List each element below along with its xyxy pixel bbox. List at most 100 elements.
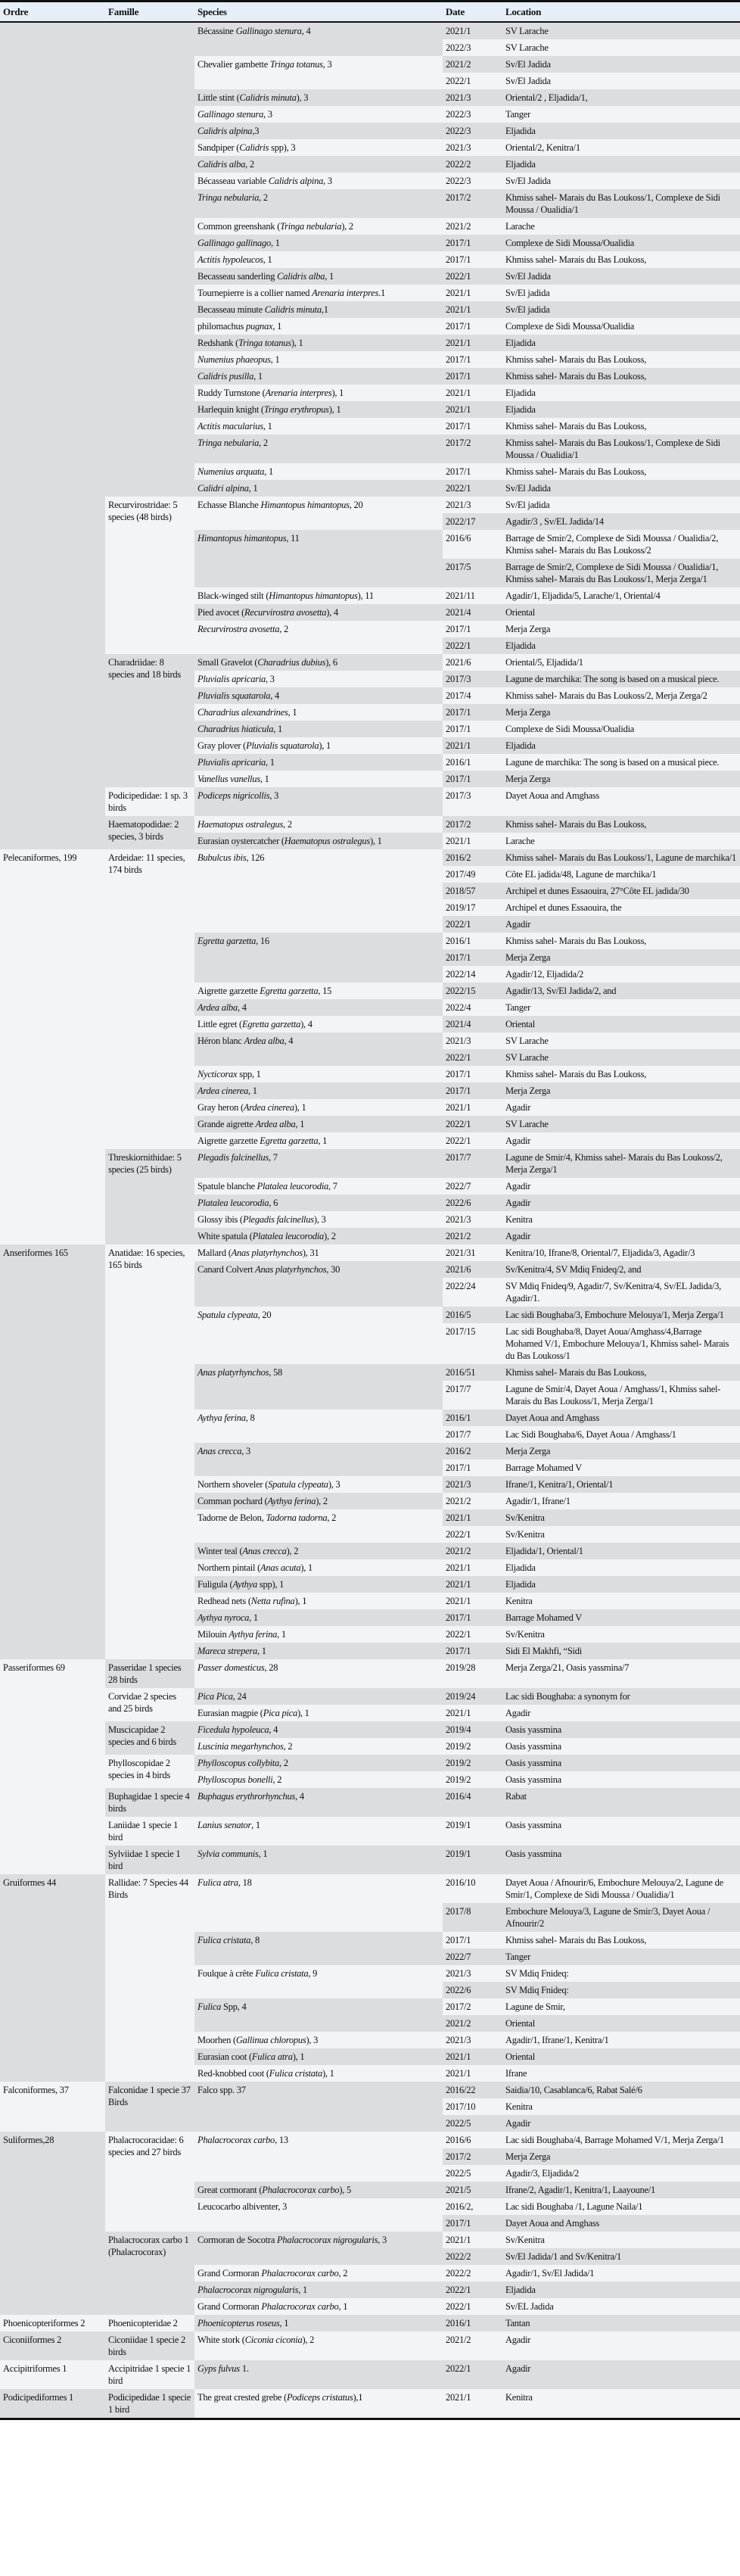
scientific-name: Gallinago gallinago — [197, 238, 271, 248]
date-cell: 2017/1 — [443, 1609, 502, 1626]
header-famille: Famille — [105, 1, 194, 23]
location-cell: Kenitra/10, Ifrane/8, Oriental/7, Eljadi… — [502, 1244, 740, 1261]
location-cell: Kenitra — [502, 1211, 740, 1228]
table-row: Bécassine Gallinago stenura, 4 2021/1 SV L… — [0, 22, 740, 849]
location-cell: Khmiss sahel- Marais du Bas Loukoss, — [502, 251, 740, 268]
scientific-name: Pica Pica — [197, 1691, 233, 1702]
date-cell: 2021/1 — [443, 1559, 502, 1576]
species-cell: Phylloscopus collybita, 2 — [194, 1755, 443, 1771]
location-cell: Oasis yassmina — [502, 1755, 740, 1771]
table-row: Anas platyrhynchos, 58 2016/51 Khmiss sahe… — [0, 1364, 740, 1409]
date-cell: 2017/2 — [443, 816, 502, 833]
species-cell: Redhead nets (Netta rufina), 1 — [194, 1593, 443, 1609]
scientific-name: Gallinago stenura — [235, 26, 302, 36]
famille-cell: Ardeidae: 11 species, 174 birds — [105, 849, 194, 1149]
table-row: Great cormorant (Phalacrocorax carbo), 5… — [0, 2182, 740, 2198]
location-cell: Sv/Kenitra — [502, 1526, 740, 1543]
scientific-name: Phalacrocorax nigrogularis — [197, 2285, 299, 2295]
species-cell: Northern shoveler (Spatula clypeata), 3 — [194, 1476, 443, 1493]
species-cell: Anas crecca, 3 — [194, 1443, 443, 1476]
date-cell: 2022/6 — [443, 1195, 502, 1211]
table-row: Haematopodidae: 2 species, 3 birds Haemat… — [0, 816, 740, 849]
table-row: 2022/17 Agadir/3 , Sv/EL Jadida/14 — [0, 513, 740, 530]
date-cell: 2021/6 — [443, 654, 502, 671]
date-cell: 2021/1 — [443, 385, 502, 401]
table-row: Comman pochard (Aythya ferina), 2 2021/2 A… — [0, 1493, 740, 1509]
table-row: Northern pintail (Anas acuta), 1 2021/1 El… — [0, 1559, 740, 1576]
location-cell: Khmiss sahel- Marais du Bas Loukoss, — [502, 1066, 740, 1082]
scientific-name: Aythya ferina — [267, 1496, 316, 1506]
date-cell: 2016/2 — [443, 849, 502, 866]
location-cell: Sv/EL Jadida — [502, 2298, 740, 2315]
date-cell: 2019/28 — [443, 1659, 502, 1688]
scientific-name: Podiceps cristatus — [286, 2392, 353, 2403]
species-cell: Falco spp. 37 — [194, 2082, 443, 2132]
location-cell: Khmiss sahel- Marais du Bas Loukoss, — [502, 463, 740, 480]
table-row: Numenius arquata, 1 2017/1 Khmiss sahel- M… — [0, 463, 740, 480]
location-cell: Agadir/3 , Sv/EL Jadida/14 — [502, 513, 740, 530]
location-cell: Sv/El jadida — [502, 301, 740, 318]
ordre-cell: Phoenicopteriformes 2 — [0, 2315, 105, 2331]
table-row: Mareca strepera, 1 2017/1 Sidi El Makhfi, … — [0, 1643, 740, 1659]
scientific-name: Tringa erythropus — [263, 404, 329, 415]
ordre-cell: Accipitriformes 1 — [0, 2360, 105, 2389]
species-cell: Winter teal (Anas crecca), 2 — [194, 1543, 443, 1559]
table-row: Actitis macularius, 1 2017/1 Khmiss sahel-… — [0, 418, 740, 435]
scientific-name: Anas crecca — [197, 1446, 242, 1456]
table-row: 2022/14 Agadir/12, Eljadida/2 — [0, 966, 740, 983]
date-cell: 2019/2 — [443, 1771, 502, 1788]
species-cell: Spatule blanche Platalea leucorodia, 7 — [194, 1178, 443, 1195]
date-cell: 2021/1 — [443, 335, 502, 351]
scientific-name: Podiceps nigricollis — [197, 790, 270, 801]
famille-cell: Buphagidae 1 specie 4 birds — [105, 1788, 194, 1817]
table-row: Fulica cristata, 8 2017/1 Khmiss sahel- Ma… — [0, 1932, 740, 1965]
scientific-name: Plegadis falcinellus — [242, 1214, 314, 1225]
table-row: Redshank (Tringa totanus), 1 2021/1 Eljadi… — [0, 335, 740, 351]
location-cell: Agadir — [502, 1705, 740, 1721]
location-cell: Agadir — [502, 2360, 740, 2389]
location-cell: Khmiss sahel- Marais du Bas Loukoss, — [502, 351, 740, 368]
table-row: 2022/2 Sv/El Jadida/1 and Sv/Kenitra/1 — [0, 2248, 740, 2265]
species-cell: Grande aigrette Ardea alba, 1 — [194, 1116, 443, 1132]
date-cell: 2022/15 — [443, 983, 502, 999]
table-row: 2022/1 Agadir — [0, 916, 740, 933]
location-cell: Agadir — [502, 2115, 740, 2132]
date-cell: 2022/1 — [443, 1049, 502, 1066]
table-row: Red-knobbed coot (Fulica cristata), 1 202… — [0, 2065, 740, 2082]
scientific-name: pugnax — [246, 321, 273, 332]
scientific-name: Charadrius alexandrines — [197, 707, 288, 718]
location-cell: Agadir/3, Eljadida/2 — [502, 2165, 740, 2182]
date-cell: 2021/2 — [443, 1543, 502, 1559]
location-cell: Lac sidi Boughaba /1, Lagune Naila/1 — [502, 2198, 740, 2215]
table-row: Black-winged stilt (Himantopus himantopu… — [0, 587, 740, 604]
famille-cell: Phalacrocorax carbo 1 (Phalacrocorax) — [105, 2232, 194, 2315]
ordre-cell: Anseriformes 165 — [0, 1244, 105, 1659]
ordre-cell: Podicipediformes 1 — [0, 2389, 105, 2419]
date-cell: 2022/14 — [443, 966, 502, 983]
scientific-name: Ardea cinerea — [197, 1086, 248, 1096]
date-cell: 2022/2 — [443, 156, 502, 173]
famille-cell: Sylviidae 1 specie 1 bird — [105, 1846, 194, 1874]
scientific-name: Tringa nebularia — [197, 438, 260, 448]
location-cell: Kenitra — [502, 2389, 740, 2419]
species-cell: Northern pintail (Anas acuta), 1 — [194, 1559, 443, 1576]
date-cell: 2022/1 — [443, 2282, 502, 2298]
scientific-name: Phalacrocorax carbo — [261, 2301, 339, 2312]
species-cell: Tadorne de Belon, Tadorna tadorna, 2 — [194, 1509, 443, 1543]
location-cell: Eljadida — [502, 335, 740, 351]
scientific-name: Recurvirostra avosetta — [244, 607, 327, 618]
scientific-name: Anas platyrhynchos — [197, 1367, 269, 1378]
species-cell: Fulica atra, 18 — [194, 1874, 443, 1932]
date-cell: 2022/1 — [443, 2298, 502, 2315]
species-cell: Moorhen (Gallinua chloropus), 3 — [194, 2032, 443, 2048]
location-cell: Larache — [502, 833, 740, 849]
species-cell: Becasseau sanderling Calidris alba, 1 — [194, 268, 443, 285]
table-row: Muscicapidae 2 species and 6 birds Ficedu… — [0, 1721, 740, 1755]
scientific-name: Recurvirostra avosetta — [197, 624, 280, 634]
famille-cell: Podicipedidae: 1 sp. 3 birds — [105, 787, 194, 816]
table-row: Recurvirostridae: 5 species (48 birds) Ec… — [0, 497, 740, 654]
date-cell: 2022/3 — [443, 39, 502, 56]
table-row: 2022/7 Tanger — [0, 1948, 740, 1965]
